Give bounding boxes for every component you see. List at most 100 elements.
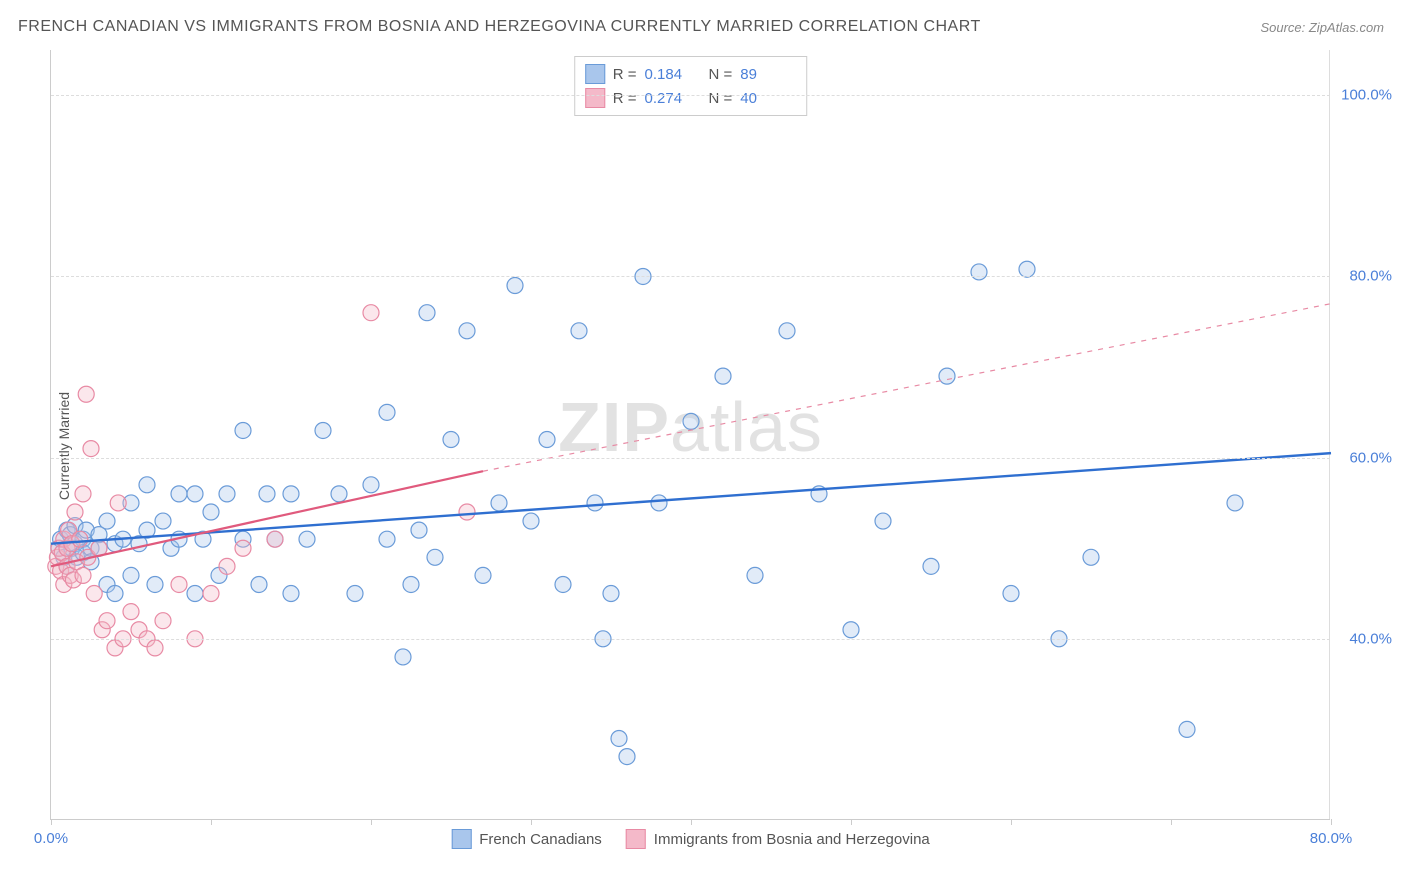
data-point [395, 649, 411, 665]
data-point [219, 558, 235, 574]
swatch-series-1 [585, 64, 605, 84]
data-point [403, 576, 419, 592]
r-value-1: 0.184 [645, 66, 701, 83]
data-point [1083, 549, 1099, 565]
x-tick [211, 819, 212, 825]
swatch-series-1-bottom [451, 829, 471, 849]
series-1-label: French Canadians [479, 831, 602, 848]
data-point [203, 504, 219, 520]
data-point [379, 404, 395, 420]
legend-item-1: French Canadians [451, 829, 602, 849]
data-point [363, 305, 379, 321]
x-tick [531, 819, 532, 825]
chart-title: FRENCH CANADIAN VS IMMIGRANTS FROM BOSNI… [18, 18, 981, 36]
data-point [75, 567, 91, 583]
r-label: R = [613, 90, 637, 107]
data-point [235, 540, 251, 556]
plot-svg [51, 50, 1330, 819]
y-tick-label: 80.0% [1349, 268, 1392, 285]
data-point [315, 422, 331, 438]
data-point [171, 576, 187, 592]
legend-stats: R = 0.184 N = 89 R = 0.274 N = 40 [574, 56, 808, 116]
data-point [379, 531, 395, 547]
data-point [971, 264, 987, 280]
data-point [587, 495, 603, 511]
data-point [139, 477, 155, 493]
x-tick [371, 819, 372, 825]
data-point [155, 613, 171, 629]
data-point [555, 576, 571, 592]
data-point [147, 640, 163, 656]
data-point [459, 323, 475, 339]
data-point [331, 486, 347, 502]
data-point [571, 323, 587, 339]
data-point [155, 513, 171, 529]
series-2-label: Immigrants from Bosnia and Herzegovina [654, 831, 930, 848]
data-point [715, 368, 731, 384]
legend-stats-row-2: R = 0.274 N = 40 [585, 86, 797, 110]
grid-line [51, 639, 1330, 640]
data-point [651, 495, 667, 511]
data-point [187, 486, 203, 502]
data-point [99, 613, 115, 629]
data-point [939, 368, 955, 384]
x-tick-label: 0.0% [34, 830, 68, 847]
data-point [683, 413, 699, 429]
data-point [443, 432, 459, 448]
data-point [123, 567, 139, 583]
data-point [86, 586, 102, 602]
data-point [78, 386, 94, 402]
n-value-1: 89 [740, 66, 796, 83]
legend-series: French Canadians Immigrants from Bosnia … [451, 829, 930, 849]
data-point [203, 586, 219, 602]
r-value-2: 0.274 [645, 90, 701, 107]
data-point [779, 323, 795, 339]
x-tick [1011, 819, 1012, 825]
x-tick [51, 819, 52, 825]
legend-stats-row-1: R = 0.184 N = 89 [585, 62, 797, 86]
data-point [611, 730, 627, 746]
data-point [299, 531, 315, 547]
data-point [72, 531, 88, 547]
x-tick [851, 819, 852, 825]
data-point [251, 576, 267, 592]
data-point [107, 586, 123, 602]
y-tick-label: 60.0% [1349, 449, 1392, 466]
swatch-series-2 [585, 88, 605, 108]
data-point [171, 486, 187, 502]
data-point [219, 486, 235, 502]
n-label: N = [709, 66, 733, 83]
data-point [1019, 261, 1035, 277]
data-point [475, 567, 491, 583]
grid-line [51, 276, 1330, 277]
plot-area: ZIPatlas R = 0.184 N = 89 R = 0.274 N = … [50, 50, 1330, 820]
source-attribution: Source: ZipAtlas.com [1260, 20, 1384, 35]
data-point [283, 486, 299, 502]
data-point [1003, 586, 1019, 602]
data-point [259, 486, 275, 502]
data-point [99, 513, 115, 529]
data-point [747, 567, 763, 583]
n-label: N = [709, 90, 733, 107]
n-value-2: 40 [740, 90, 796, 107]
legend-item-2: Immigrants from Bosnia and Herzegovina [626, 829, 930, 849]
data-point [539, 432, 555, 448]
data-point [419, 305, 435, 321]
data-point [507, 278, 523, 294]
trend-line [51, 453, 1331, 544]
data-point [283, 586, 299, 602]
data-point [110, 495, 126, 511]
data-point [75, 486, 91, 502]
data-point [347, 586, 363, 602]
data-point [363, 477, 379, 493]
y-tick-label: 100.0% [1341, 87, 1392, 104]
data-point [235, 422, 251, 438]
data-point [923, 558, 939, 574]
data-point [1227, 495, 1243, 511]
data-point [427, 549, 443, 565]
data-point [619, 749, 635, 765]
data-point [83, 441, 99, 457]
data-point [843, 622, 859, 638]
data-point [491, 495, 507, 511]
trend-line [483, 304, 1331, 472]
